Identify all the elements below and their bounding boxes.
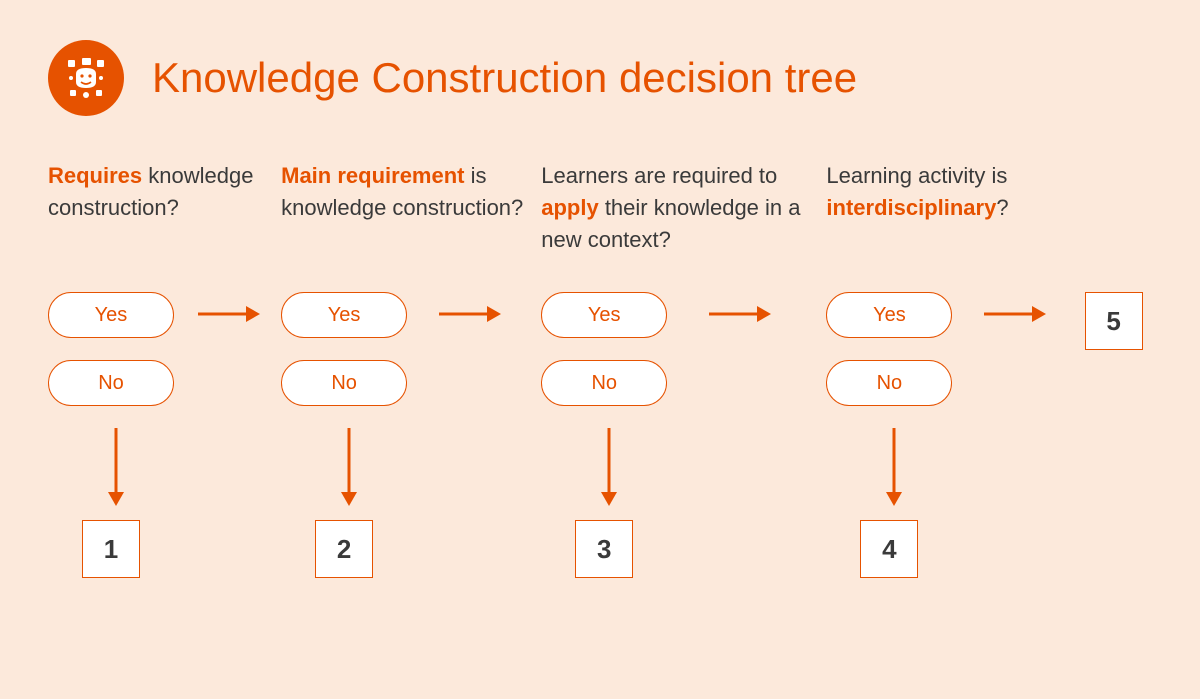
arrow-down-3 (597, 428, 621, 506)
arrow-right-1 (198, 302, 260, 326)
no-pill-2: No (281, 360, 407, 406)
question-col-3: Learners are required to apply their kno… (541, 160, 826, 578)
yes-pill-3: Yes (541, 292, 667, 338)
question-col-1: Requires knowledge construction? Yes No … (48, 160, 281, 578)
result-box-4: 4 (860, 520, 918, 578)
page-title: Knowledge Construction decision tree (152, 55, 857, 101)
question-text-3: Learners are required to apply their kno… (541, 160, 826, 264)
no-pill-3: No (541, 360, 667, 406)
arrow-down-1 (104, 428, 128, 506)
question-text-4: Learning activity is interdisciplinary? (826, 160, 1084, 264)
no-pill-1: No (48, 360, 174, 406)
result-box-3: 3 (575, 520, 633, 578)
no-pill-4: No (826, 360, 952, 406)
question-text-2: Main requirement is knowledge constructi… (281, 160, 541, 264)
final-col: 5 (1085, 160, 1152, 578)
question-col-2: Main requirement is knowledge constructi… (281, 160, 541, 578)
result-box-final: 5 (1085, 292, 1143, 350)
yes-pill-1: Yes (48, 292, 174, 338)
decision-tree-canvas: Knowledge Construction decision tree Req… (0, 0, 1200, 699)
yes-pill-2: Yes (281, 292, 407, 338)
question-col-4: Learning activity is interdisciplinary? … (826, 160, 1084, 578)
arrow-right-2 (439, 302, 501, 326)
brain-icon (62, 54, 110, 102)
yes-pill-4: Yes (826, 292, 952, 338)
header: Knowledge Construction decision tree (48, 40, 1152, 116)
question-text-1: Requires knowledge construction? (48, 160, 281, 264)
arrow-down-4 (882, 428, 906, 506)
columns: Requires knowledge construction? Yes No … (48, 160, 1152, 578)
result-box-1: 1 (82, 520, 140, 578)
arrow-down-2 (337, 428, 361, 506)
arrow-right-4 (984, 302, 1046, 326)
brain-icon-badge (48, 40, 124, 116)
arrow-right-3 (709, 302, 771, 326)
result-box-2: 2 (315, 520, 373, 578)
